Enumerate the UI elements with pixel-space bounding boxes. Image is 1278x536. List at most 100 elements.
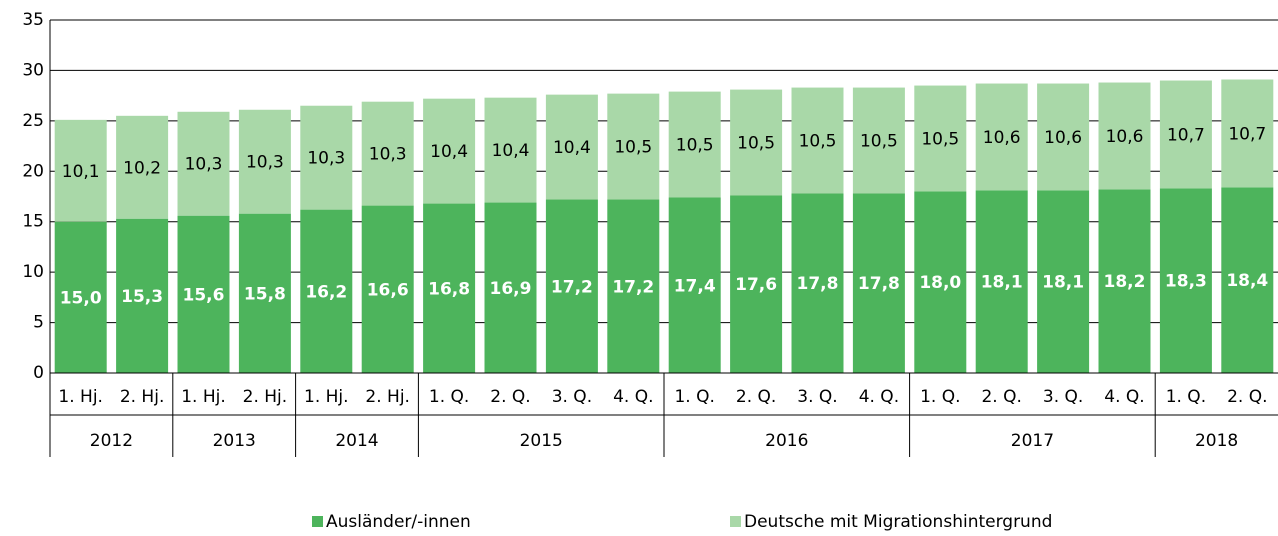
bar-segment [791,193,844,373]
bar-segment [1159,188,1212,373]
bar-segment [975,190,1028,373]
y-tick-label: 30 [22,60,44,80]
bar-segment [730,89,783,196]
bar-segment [177,215,230,373]
x-tick-label: 1. Q. [674,387,714,407]
x-tick-label: 2. Q. [736,387,776,407]
data-label: 10,4 [430,142,468,162]
x-tick-label: 1. Q. [920,387,960,407]
data-label: 18,2 [1104,272,1146,292]
x-tick-label: 1. Hj. [181,387,226,407]
data-label: 10,3 [185,155,223,175]
bar-segment [1098,82,1151,190]
bar-segment [607,93,660,200]
data-label: 18,3 [1165,272,1207,292]
x-tick-label: 1. Hj. [58,387,103,407]
x-group-label: 2017 [1011,431,1054,451]
data-label: 17,4 [674,276,716,296]
bar-segment [116,218,169,373]
legend-swatch [730,516,741,527]
legend-label: Ausländer/-innen [326,512,471,532]
bar-segment [300,209,353,373]
data-label: 10,5 [921,130,959,150]
x-group-label: 2018 [1195,431,1238,451]
bar-segment [423,98,476,204]
x-tick-label: 4. Q. [1104,387,1144,407]
y-tick-label: 20 [22,161,44,181]
bar-segment [1221,79,1274,188]
y-tick-label: 35 [22,10,44,30]
x-tick-label: 2. Q. [981,387,1021,407]
x-tick-label: 1. Q. [429,387,469,407]
data-label: 10,5 [737,134,775,154]
data-label: 17,8 [858,274,900,294]
bar-segment [484,202,537,373]
data-label: 10,2 [123,158,161,178]
bar-segment [545,199,598,373]
bar-segment [1037,83,1090,191]
data-label: 18,0 [919,273,961,293]
bar-segment [545,94,598,200]
x-group-label: 2012 [90,431,133,451]
x-tick-label: 2. Hj. [365,387,410,407]
x-tick-label: 3. Q. [552,387,592,407]
bar-segment [484,97,537,203]
data-label: 10,6 [1044,128,1082,148]
data-label: 10,3 [307,149,345,169]
y-tick-label: 25 [22,111,44,131]
data-label: 10,1 [62,162,100,182]
x-tick-label: 1. Hj. [304,387,349,407]
data-label: 10,3 [369,145,407,165]
data-label: 17,2 [551,277,593,297]
bar-segment [1098,189,1151,373]
x-group-label: 2013 [213,431,256,451]
data-label: 18,1 [1042,273,1084,293]
bar-segment [975,83,1028,191]
bar-segment [791,87,844,194]
bar-segment [668,197,721,373]
data-label: 18,4 [1226,271,1268,291]
data-label: 17,8 [797,274,839,294]
data-label: 17,2 [612,277,654,297]
data-label: 10,3 [246,153,284,173]
data-label: 18,1 [981,273,1023,293]
data-label: 10,6 [1106,127,1144,147]
legend-label: Deutsche mit Migrationshintergrund [744,512,1052,532]
data-label: 10,6 [983,128,1021,148]
data-label: 15,8 [244,284,286,304]
bar-segment [1037,190,1090,373]
x-tick-label: 4. Q. [613,387,653,407]
bar-segment [607,199,660,373]
bar-segment [423,203,476,373]
x-tick-label: 2. Hj. [243,387,288,407]
bar-segment [668,91,721,198]
x-tick-label: 3. Q. [797,387,837,407]
x-group-label: 2016 [765,431,808,451]
bar-segment [54,119,107,222]
x-tick-label: 2. Q. [490,387,530,407]
bar-segment [361,101,414,206]
data-label: 10,5 [614,138,652,158]
x-tick-label: 3. Q. [1043,387,1083,407]
y-tick-label: 10 [22,262,44,282]
bar-segment [852,193,905,373]
x-tick-label: 1. Q. [1166,387,1206,407]
data-label: 10,7 [1167,125,1205,145]
data-label: 10,4 [553,138,591,158]
x-tick-label: 4. Q. [859,387,899,407]
data-label: 16,2 [305,282,347,302]
data-label: 10,5 [676,136,714,156]
data-label: 17,6 [735,275,777,295]
data-label: 15,3 [121,287,163,307]
data-label: 10,5 [799,132,837,152]
legend-swatch [312,516,323,527]
bar-segment [852,87,905,194]
bar-segment [177,111,230,216]
x-group-label: 2015 [520,431,563,451]
bar-segment [1221,187,1274,373]
x-group-label: 2014 [335,431,378,451]
bar-segment [116,115,169,219]
data-label: 16,6 [367,280,409,300]
x-tick-label: 2. Q. [1227,387,1267,407]
